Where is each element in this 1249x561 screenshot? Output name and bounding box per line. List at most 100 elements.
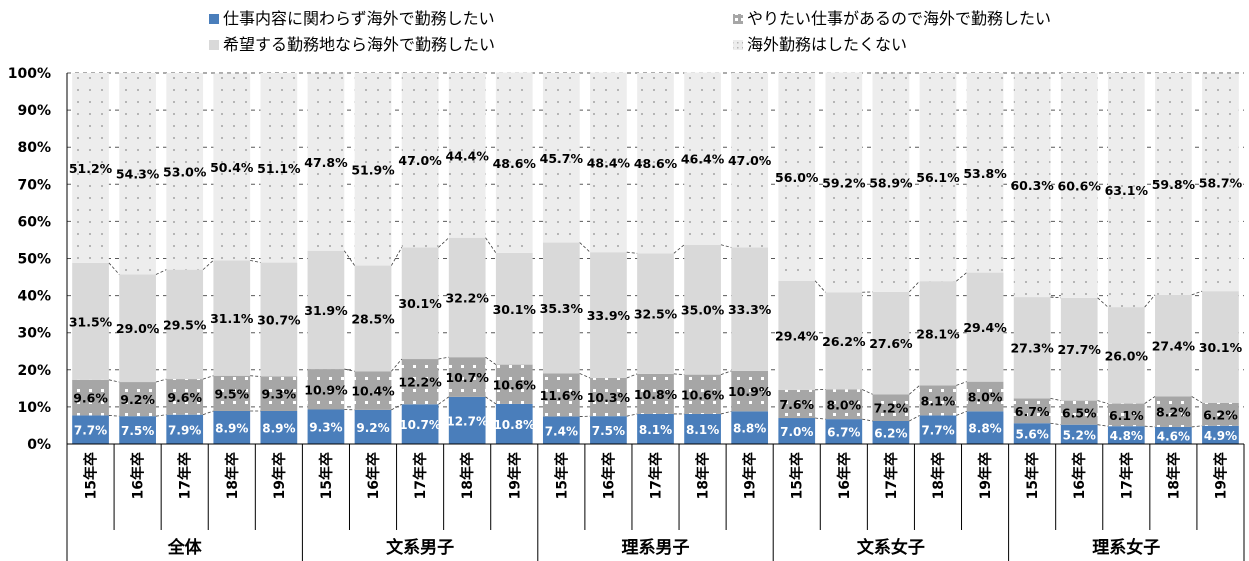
series-line xyxy=(956,410,967,416)
data-label: 9.2% xyxy=(120,392,155,407)
legend-label-2: やりたい仕事があるので海外で勤務したい xyxy=(747,9,1051,28)
data-label: 56.0% xyxy=(775,170,819,185)
group-label: 理系女子 xyxy=(1092,537,1160,558)
series-line xyxy=(579,242,591,253)
bar-segment xyxy=(119,274,156,383)
legend-label-1: 仕事内容に関わらず海外で勤務したい xyxy=(223,9,495,28)
bar-segment xyxy=(966,272,1004,382)
bar-segment xyxy=(778,418,816,444)
series-line xyxy=(108,262,120,275)
y-tick-label: 20% xyxy=(17,363,51,379)
data-label: 10.8% xyxy=(634,387,678,402)
bar-segment xyxy=(1060,297,1098,401)
bar-segment xyxy=(1013,398,1051,424)
legend-swatch-2 xyxy=(733,14,743,24)
bar-segment xyxy=(260,410,298,444)
data-label: 47.8% xyxy=(304,155,348,170)
data-label: 7.5% xyxy=(592,424,625,438)
y-tick-label: 40% xyxy=(17,289,51,305)
bar-segment xyxy=(260,73,298,263)
bar-segment xyxy=(213,73,251,261)
data-labels: 7.7% 9.6% 31.5% 51.2% 7.5% 9.2% 29.0% 54.3% 7.9%… xyxy=(69,148,1243,443)
series-line xyxy=(1191,396,1203,404)
series-line xyxy=(956,381,967,386)
series-line xyxy=(626,413,638,417)
bar-segment xyxy=(1202,291,1239,403)
series-line xyxy=(626,373,638,379)
bar-segment xyxy=(1060,73,1098,298)
series-line xyxy=(1144,294,1156,308)
bar-segment xyxy=(1202,73,1239,292)
data-label: 7.2% xyxy=(874,401,909,416)
data-label: 35.0% xyxy=(681,303,725,318)
bar-segment xyxy=(966,73,1004,273)
bar-segment xyxy=(1107,307,1145,404)
data-label: 48.4% xyxy=(587,155,631,170)
y-tick-label: 80% xyxy=(17,140,51,156)
data-label: 32.5% xyxy=(634,307,678,322)
bar-segment xyxy=(448,357,486,397)
bar-segment xyxy=(590,252,627,378)
bar-segment xyxy=(731,411,769,444)
bar-segment xyxy=(1013,73,1051,298)
bar-segment xyxy=(401,359,439,405)
data-label: 29.4% xyxy=(963,320,1007,335)
series-line xyxy=(1144,396,1156,404)
data-label: 33.9% xyxy=(587,308,631,323)
bar-segment xyxy=(166,269,204,380)
bar-segment xyxy=(966,411,1004,444)
bar-segment xyxy=(1155,396,1192,427)
bar-segment xyxy=(401,404,439,444)
data-label: 10.7% xyxy=(399,418,441,432)
data-label: 44.4% xyxy=(445,148,489,163)
data-label: 4.9% xyxy=(1204,429,1237,443)
bar-segment xyxy=(1202,425,1239,444)
bar-segment xyxy=(119,416,156,444)
data-label: 11.6% xyxy=(540,388,584,403)
x-category-label: 19年卒 xyxy=(271,452,288,499)
data-label: 10.8% xyxy=(493,418,535,432)
series-line xyxy=(438,237,450,248)
series-line xyxy=(1050,422,1061,426)
data-label: 60.3% xyxy=(1010,178,1054,193)
data-label: 51.2% xyxy=(69,161,113,176)
bar-segment xyxy=(919,73,957,282)
data-label: 8.9% xyxy=(215,421,248,435)
data-label: 9.6% xyxy=(167,390,202,405)
series-line xyxy=(673,373,685,376)
series-line xyxy=(202,375,214,380)
data-label: 5.6% xyxy=(1015,428,1048,442)
data-label: 10.6% xyxy=(681,387,725,402)
bar-segment xyxy=(590,72,627,253)
data-label: 53.8% xyxy=(963,166,1007,181)
bar-segment xyxy=(72,379,109,416)
y-tick-label: 10% xyxy=(17,400,51,416)
series-line xyxy=(391,358,403,372)
bar-segment xyxy=(1013,297,1051,399)
legend-swatch-1 xyxy=(209,14,219,24)
bar-segment xyxy=(1107,73,1145,308)
data-label: 48.6% xyxy=(634,156,678,171)
bar-segment xyxy=(495,252,533,365)
series-line xyxy=(202,260,214,270)
series-line xyxy=(1191,290,1203,296)
y-tick-label: 50% xyxy=(17,252,51,268)
data-label: 10.9% xyxy=(728,384,772,399)
bar-segment xyxy=(825,292,863,390)
bar-segment xyxy=(1107,403,1145,427)
data-label: 31.1% xyxy=(210,311,254,326)
series-line xyxy=(815,417,826,420)
data-label: 9.6% xyxy=(73,391,108,406)
data-label: 31.5% xyxy=(69,314,113,329)
data-label: 35.3% xyxy=(540,301,584,316)
x-category-label: 18年卒 xyxy=(459,452,476,499)
data-label: 30.1% xyxy=(398,296,442,311)
data-label: 48.6% xyxy=(493,156,537,171)
bar-segment xyxy=(1155,426,1192,444)
bar-segment xyxy=(401,247,439,360)
x-category-label: 15年卒 xyxy=(553,452,570,499)
series-line xyxy=(1144,425,1156,428)
bars xyxy=(72,72,1239,444)
data-label: 27.6% xyxy=(869,336,913,351)
